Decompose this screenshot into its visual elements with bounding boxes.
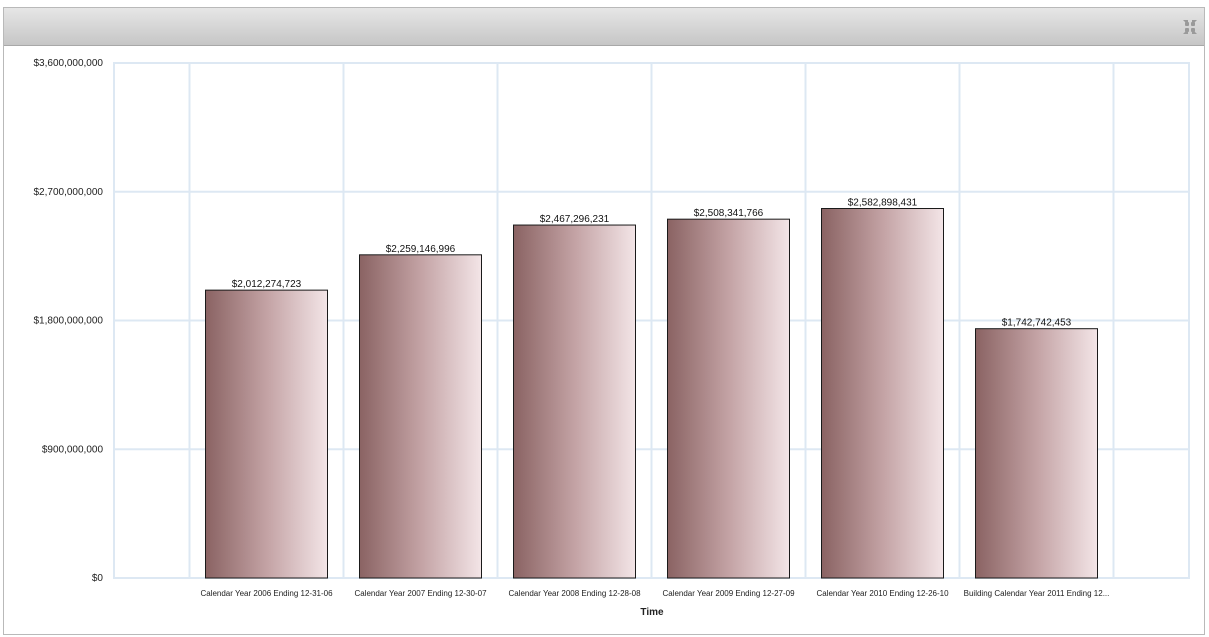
- x-tick-label: Calendar Year 2006 Ending 12-31-06: [200, 589, 333, 598]
- x-tick-label: Calendar Year 2007 Ending 12-30-07: [354, 589, 487, 598]
- bar[interactable]: [205, 289, 328, 579]
- bar[interactable]: [821, 208, 944, 579]
- bar-value-label: $2,467,296,231: [540, 214, 610, 225]
- panel-header: [4, 8, 1204, 46]
- x-tick-label: Building Calendar Year 2011 Ending 12...: [964, 589, 1110, 598]
- bar-value-label: $2,508,341,766: [694, 208, 764, 219]
- x-tick-label: Calendar Year 2010 Ending 12-26-10: [816, 589, 949, 598]
- bar-value-label: $2,259,146,996: [386, 244, 456, 255]
- y-tick-label: $900,000,000: [42, 444, 104, 455]
- bar[interactable]: [513, 224, 636, 579]
- x-tick-label: Calendar Year 2009 Ending 12-27-09: [662, 589, 795, 598]
- bar-value-label: $2,582,898,431: [848, 198, 918, 209]
- y-tick-label: $0: [92, 573, 104, 584]
- x-tick-label: Calendar Year 2008 Ending 12-28-08: [508, 589, 641, 598]
- bar-value-label: $2,012,274,723: [232, 279, 302, 290]
- chart-labels: $0 $900,000,000 $1,800,000,000 $2,700,000,0…: [33, 58, 1109, 598]
- bar[interactable]: [359, 254, 482, 579]
- bar[interactable]: [975, 328, 1098, 579]
- y-tick-label: $3,600,000,000: [33, 58, 103, 69]
- collapse-arrows-icon[interactable]: [1182, 19, 1198, 35]
- bar-value-label: $1,742,742,453: [1002, 318, 1072, 329]
- x-axis-title: Time: [640, 607, 664, 618]
- bar-series: [205, 208, 1098, 579]
- y-tick-label: $2,700,000,000: [33, 187, 103, 198]
- bar[interactable]: [667, 218, 790, 579]
- y-tick-label: $1,800,000,000: [33, 316, 103, 327]
